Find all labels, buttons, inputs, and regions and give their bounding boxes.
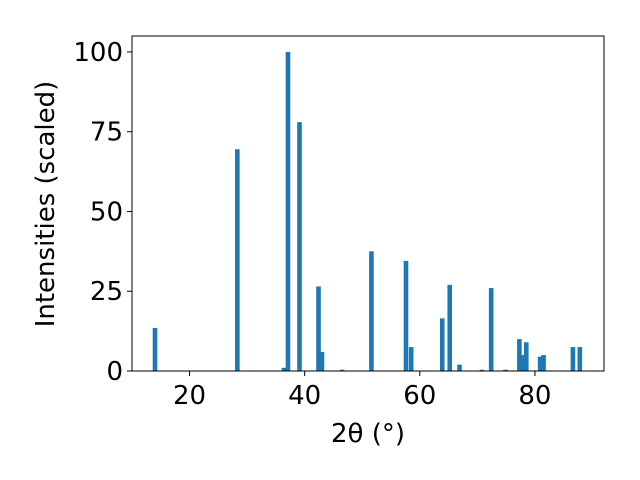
y-tick-label: 50 [90, 197, 123, 227]
bar [408, 347, 414, 371]
bar [503, 369, 508, 371]
bar [457, 364, 462, 371]
bar [523, 342, 529, 371]
x-axis-label: 2θ (°) [331, 419, 405, 449]
bar [403, 260, 409, 371]
bar [439, 318, 445, 371]
bar [488, 288, 494, 371]
plot-area-frame [131, 35, 605, 372]
bar [537, 356, 543, 371]
bar [339, 369, 345, 371]
y-tick-label: 25 [90, 277, 123, 307]
y-tick-label: 100 [73, 38, 123, 68]
y-axis: 0 25 50 75 100 [73, 38, 132, 387]
x-axis: 20 40 60 80 [173, 371, 551, 411]
x-tick-label: 80 [518, 381, 551, 411]
x-tick-label: 60 [403, 381, 436, 411]
bar [235, 149, 240, 371]
bar [517, 339, 522, 371]
x-tick-label: 40 [288, 381, 321, 411]
bar [570, 347, 576, 371]
bar [319, 351, 325, 371]
bar [479, 369, 485, 371]
y-tick-label: 75 [90, 118, 123, 148]
bar [152, 327, 158, 371]
bar [281, 367, 287, 371]
bar [285, 51, 291, 371]
bar [316, 286, 321, 371]
bar [520, 355, 526, 371]
x-tick-label: 20 [173, 381, 206, 411]
y-tick-label: 0 [106, 357, 123, 387]
bar [577, 347, 583, 371]
bar [297, 122, 302, 371]
bars-group [152, 51, 583, 371]
bar [541, 355, 546, 371]
y-axis-label: Intensities (scaled) [31, 81, 61, 328]
bar [369, 251, 374, 371]
bar [447, 284, 453, 371]
